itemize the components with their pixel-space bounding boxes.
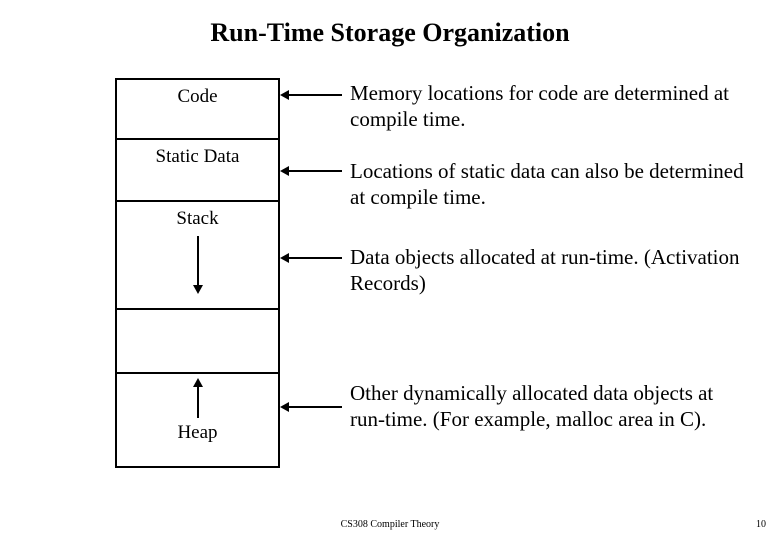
- heap-grows-up-arrow: [197, 380, 199, 418]
- page-number: 10: [756, 519, 766, 530]
- memory-cell-code: Code: [117, 80, 278, 140]
- footer-text: CS308 Compiler Theory: [0, 519, 780, 530]
- memory-cell-static-label: Static Data: [117, 140, 278, 168]
- memory-cell-heap: Heap: [117, 374, 278, 466]
- memory-cell-stack: Stack: [117, 202, 278, 310]
- description-code: Memory locations for code are determined…: [350, 80, 750, 133]
- description-static: Locations of static data can also be det…: [350, 158, 750, 211]
- memory-cell-static: Static Data: [117, 140, 278, 202]
- arrow-to-code: [282, 94, 342, 96]
- description-heap: Other dynamically allocated data objects…: [350, 380, 750, 433]
- memory-cell-gap: [117, 310, 278, 374]
- memory-cell-code-label: Code: [117, 80, 278, 108]
- arrow-to-stack: [282, 257, 342, 259]
- memory-cell-stack-label: Stack: [117, 202, 278, 230]
- page-title: Run-Time Storage Organization: [0, 18, 780, 48]
- arrow-to-heap: [282, 406, 342, 408]
- stack-grows-down-arrow: [197, 236, 199, 292]
- description-stack: Data objects allocated at run-time. (Act…: [350, 244, 750, 297]
- arrow-to-static: [282, 170, 342, 172]
- memory-layout-column: Code Static Data Stack Heap: [115, 78, 280, 468]
